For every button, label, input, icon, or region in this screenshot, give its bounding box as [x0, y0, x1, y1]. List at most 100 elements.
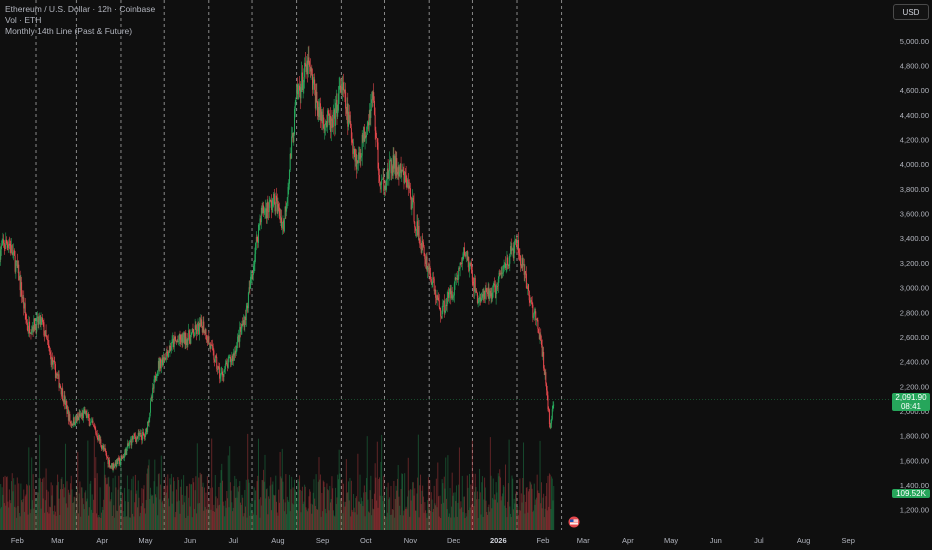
volume-bar	[199, 472, 201, 530]
candle-body	[126, 443, 128, 448]
volume-bar	[445, 498, 447, 530]
candle-body	[54, 361, 56, 365]
monthly-line-indicator-label[interactable]: Monthly 14th Line (Past & Future)	[5, 26, 133, 36]
volume-bar	[453, 517, 455, 530]
volume-bar	[286, 496, 288, 530]
candle-body	[317, 101, 319, 116]
volume-bar	[112, 478, 114, 530]
candle-body	[434, 289, 436, 292]
volume-bar	[538, 493, 540, 530]
volume-bar	[543, 493, 545, 530]
volume-bar	[51, 495, 53, 530]
candle-body	[367, 122, 369, 126]
currency-button[interactable]: USD	[893, 4, 929, 20]
volume-bar	[273, 495, 275, 530]
volume-bar	[108, 486, 110, 530]
candle-body	[486, 292, 488, 294]
volume-bar	[479, 468, 481, 530]
volume-bar	[311, 513, 313, 530]
volume-bar	[486, 511, 488, 530]
volume-bar	[405, 506, 407, 530]
volume-bar	[143, 485, 145, 530]
volume-bar	[364, 516, 366, 530]
y-tick-label: 4,800.00	[900, 62, 929, 71]
candle-body	[34, 324, 36, 330]
candle-body	[245, 316, 247, 321]
candle-body	[41, 317, 43, 319]
volume-bar	[322, 480, 324, 530]
candle-body	[250, 276, 252, 278]
candle-body	[14, 255, 16, 272]
volume-bar	[3, 503, 5, 530]
volume-bar	[307, 508, 309, 530]
candle-body	[502, 267, 504, 274]
volume-bar	[531, 488, 533, 530]
candle-body	[186, 339, 188, 346]
candle-body	[224, 363, 226, 370]
volume-bar	[347, 492, 349, 530]
volume-bar	[313, 479, 315, 530]
candle-body	[535, 318, 537, 321]
volume-bar	[314, 498, 316, 530]
candle-body	[181, 334, 183, 343]
candle-body	[47, 340, 49, 345]
volume-bar	[33, 508, 35, 530]
price-axis[interactable]: 1,200.001,400.001,600.001,800.002,000.00…	[890, 0, 932, 530]
volume-bar	[49, 506, 51, 530]
volume-bar	[551, 478, 553, 530]
candle-body	[85, 410, 87, 415]
candle-body	[234, 350, 236, 356]
volume-bar	[27, 514, 29, 530]
volume-bar	[64, 487, 66, 530]
volume-bar	[57, 481, 59, 530]
volume-bar	[5, 477, 7, 530]
candle-body	[178, 334, 180, 342]
last-volume-value: 109.52K	[896, 489, 926, 498]
candle-body	[420, 244, 422, 246]
candle-body	[363, 127, 365, 142]
volume-bar	[284, 502, 286, 530]
volume-indicator-label[interactable]: Vol · ETH	[5, 15, 42, 25]
candle-body	[460, 262, 462, 264]
volume-bar	[179, 513, 181, 530]
candle-body	[9, 243, 11, 246]
candle-body	[375, 130, 377, 138]
volume-bar	[48, 513, 50, 530]
us-flag-event-icon[interactable]	[565, 516, 583, 528]
candle-body	[527, 284, 529, 289]
volume-bar	[31, 457, 33, 530]
candle-body	[21, 296, 23, 299]
candle-body	[114, 462, 116, 466]
last-price-value: 2,091.90	[895, 392, 927, 402]
candle-body	[381, 179, 383, 184]
candle-body	[396, 171, 398, 175]
candle-body	[131, 436, 133, 440]
candle-body	[479, 297, 481, 302]
volume-bar	[468, 510, 470, 530]
candle-body	[456, 278, 458, 280]
volume-bar	[216, 508, 218, 530]
volume-bar	[193, 509, 195, 530]
volume-bar	[354, 512, 356, 530]
volume-bar	[201, 486, 203, 530]
candle-body	[432, 277, 434, 279]
candle-body	[353, 148, 355, 150]
volume-bar	[480, 514, 482, 530]
candle-body	[447, 292, 449, 299]
candle-body	[403, 171, 405, 183]
price-chart[interactable]	[0, 0, 890, 530]
volume-bar	[115, 487, 117, 530]
volume-bar	[35, 513, 37, 530]
volume-bar	[268, 496, 270, 530]
volume-bar	[416, 493, 418, 530]
candle-body	[29, 321, 31, 334]
candle-body	[35, 324, 37, 332]
candle-body	[499, 272, 501, 274]
symbol-title[interactable]: Ethereum / U.S. Dollar · 12h · Coinbase	[5, 4, 156, 14]
time-axis[interactable]: Feb Mar Apr May Jun Jul Aug Sep Oct Nov Dec 2026 Feb…	[0, 530, 890, 550]
volume-bar	[68, 492, 70, 530]
volume-bar	[342, 513, 344, 530]
candle-body	[491, 293, 493, 299]
volume-bar	[468, 473, 470, 530]
volume-bar	[492, 498, 494, 530]
